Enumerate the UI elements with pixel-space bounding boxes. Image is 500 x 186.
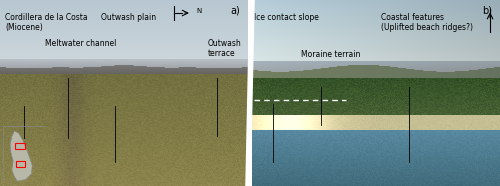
Text: Moraine terrain: Moraine terrain: [301, 50, 360, 59]
Text: Cordillera de la Costa
(Miocene): Cordillera de la Costa (Miocene): [5, 13, 87, 32]
Text: Ice contact slope: Ice contact slope: [254, 13, 319, 22]
Bar: [16, 161, 26, 167]
Bar: [16, 143, 24, 149]
Text: Meltwater channel: Meltwater channel: [44, 39, 116, 48]
Polygon shape: [10, 131, 32, 181]
Text: Outwash plain: Outwash plain: [102, 13, 156, 22]
Text: Outwash
terrace: Outwash terrace: [208, 39, 242, 58]
Text: b): b): [482, 6, 492, 16]
Text: Coastal features
(Uplifted beach ridges?): Coastal features (Uplifted beach ridges?…: [380, 13, 472, 32]
Text: a): a): [230, 6, 240, 16]
Text: N: N: [197, 8, 202, 14]
